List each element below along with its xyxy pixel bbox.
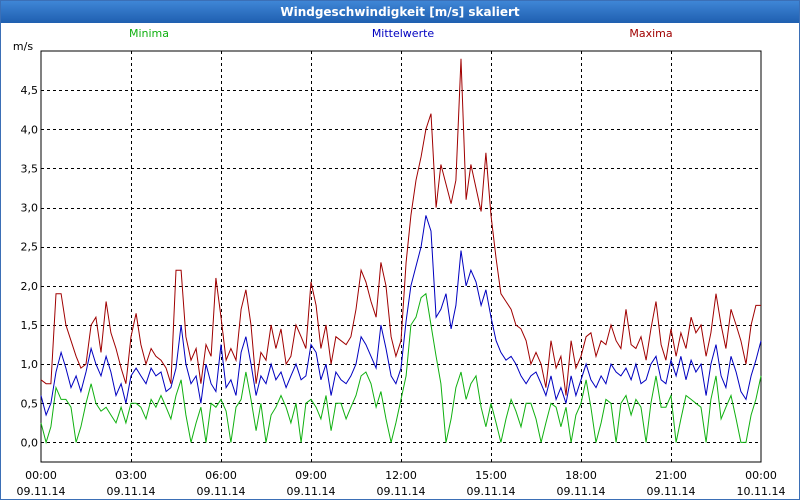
x-tick-time: 03:00 bbox=[115, 469, 147, 482]
legend-item-maxima: Maxima bbox=[629, 27, 672, 40]
x-tick-date: 10.11.14 bbox=[737, 485, 786, 498]
y-axis-ticks: 0,0 0,5 1,0 1,5 2,0 2,5 3,0 3,5 4,0 4,5 bbox=[21, 84, 39, 449]
x-tick-date: 09.11.14 bbox=[107, 485, 156, 498]
x-tick-date: 09.11.14 bbox=[467, 485, 516, 498]
legend: Minima Mittelwerte Maxima bbox=[129, 27, 673, 40]
y-tick-label: 0,5 bbox=[21, 397, 39, 410]
y-tick-label: 0,0 bbox=[21, 436, 39, 449]
x-tick-date: 09.11.14 bbox=[647, 485, 696, 498]
x-axis-ticks: 00:00 09.11.14 03:00 09.11.14 06:00 09.11.14 0… bbox=[17, 469, 786, 498]
x-tick-date: 09.11.14 bbox=[377, 485, 426, 498]
y-tick-label: 1,5 bbox=[21, 319, 39, 332]
y-tick-label: 3,0 bbox=[21, 202, 39, 215]
x-tick-date: 09.11.14 bbox=[197, 485, 246, 498]
grid bbox=[40, 50, 762, 463]
y-tick-label: 3,5 bbox=[21, 162, 39, 175]
x-tick-time: 06:00 bbox=[205, 469, 237, 482]
y-tick-label: 2,0 bbox=[21, 280, 39, 293]
x-tick-date: 09.11.14 bbox=[557, 485, 606, 498]
x-tick-time: 12:00 bbox=[385, 469, 417, 482]
legend-item-minima: Minima bbox=[129, 27, 169, 40]
x-tick-time: 21:00 bbox=[655, 469, 687, 482]
y-tick-label: 2,5 bbox=[21, 241, 39, 254]
wind-speed-chart: 0,0 0,5 1,0 1,5 2,0 2,5 3,0 3,5 4,0 4,5 00:00 09.1… bbox=[13, 27, 786, 498]
x-tick-time: 15:00 bbox=[475, 469, 507, 482]
x-tick-time: 00:00 bbox=[25, 469, 57, 482]
series-line-maxima bbox=[40, 58, 761, 396]
series-lines bbox=[40, 58, 762, 445]
y-tick-label: 4,5 bbox=[21, 84, 39, 97]
x-tick-date: 09.11.14 bbox=[17, 485, 66, 498]
x-tick-date: 09.11.14 bbox=[287, 485, 336, 498]
series-line-minima bbox=[40, 292, 762, 445]
series-line-mittelwerte bbox=[40, 215, 762, 417]
window-title: Windgeschwindigkeit [m/s] skaliert bbox=[1, 1, 799, 23]
y-tick-label: 4,0 bbox=[21, 123, 39, 136]
x-tick-time: 18:00 bbox=[565, 469, 597, 482]
x-tick-time: 09:00 bbox=[295, 469, 327, 482]
y-axis-label: m/s bbox=[13, 40, 33, 53]
x-tick-time: 00:00 bbox=[745, 469, 777, 482]
y-tick-label: 1,0 bbox=[21, 358, 39, 371]
legend-item-mittelwerte: Mittelwerte bbox=[372, 27, 435, 40]
